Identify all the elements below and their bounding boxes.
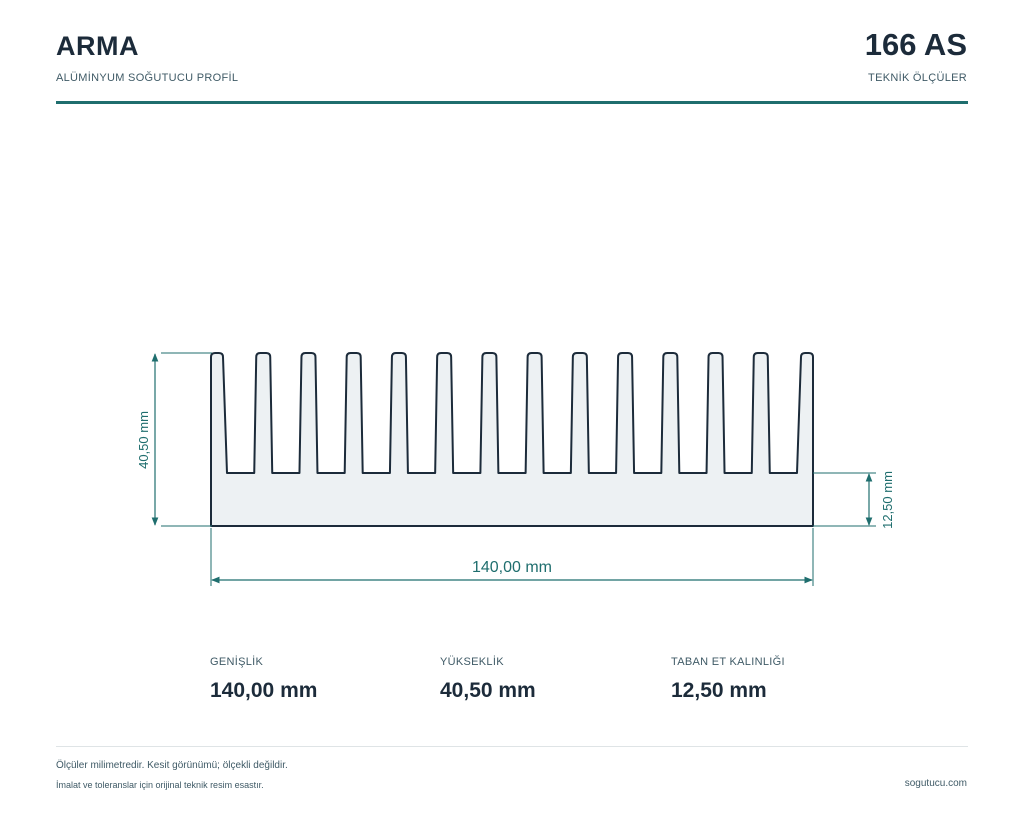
footer-note-tolerance: İmalat ve toleranslar için orijinal tekn… [56, 780, 264, 790]
footer-note-units: Ölçüler milimetredir. Kesit görünümü; öl… [56, 760, 288, 771]
header-divider [56, 101, 968, 104]
width-dimension-label: 140,00 mm [472, 559, 552, 576]
spec-base-thickness: TABAN ET KALINLIĞI 12,50 mm [671, 656, 785, 703]
height-dimension: 40,50 mm [136, 352, 212, 527]
height-dimension-label: 40,50 mm [136, 411, 151, 469]
spec-base-thickness-label: TABAN ET KALINLIĞI [671, 656, 785, 668]
product-subtitle: TEKNİK ÖLÇÜLER [868, 72, 967, 84]
spec-width: GENİŞLİK 140,00 mm [210, 656, 317, 703]
brand-name: ARMA [56, 31, 139, 61]
footer-divider [56, 746, 968, 747]
product-code: 166 AS [864, 27, 967, 62]
spec-width-value: 140,00 mm [210, 679, 318, 702]
heatsink-profile-outline [210, 352, 814, 527]
width-dimension: 140,00 mm [210, 528, 814, 586]
spec-base-thickness-value: 12,50 mm [671, 679, 767, 702]
spec-height-label: YÜKSEKLİK [440, 656, 504, 668]
base-thickness-label: 12,50 mm [880, 471, 895, 529]
brand-subtitle: ALÜMİNYUM SOĞUTUCU PROFİL [56, 72, 239, 84]
base-thickness-dimension: 12,50 mm [813, 471, 895, 529]
spec-width-label: GENİŞLİK [210, 656, 264, 668]
spec-height: YÜKSEKLİK 40,50 mm [440, 656, 536, 703]
spec-height-value: 40,50 mm [440, 679, 536, 702]
footer-website-link[interactable]: sogutucu.com [904, 778, 967, 789]
